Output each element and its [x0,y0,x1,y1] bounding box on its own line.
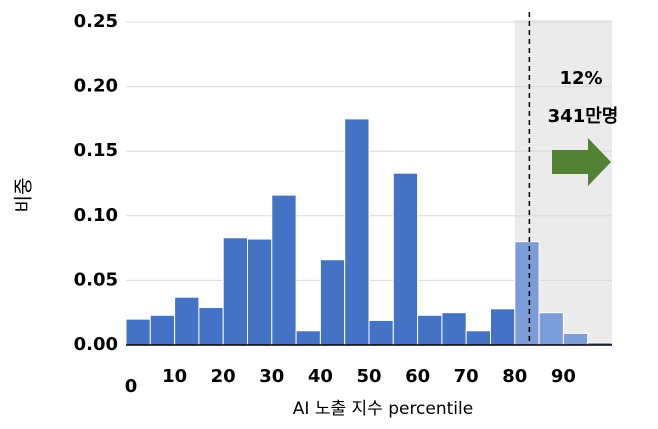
y-tick-label: 0.00 [74,334,118,355]
y-axis-label: 비중 [13,178,35,213]
bar [538,312,564,346]
bar [174,296,200,346]
y-tick-label: 0.25 [74,11,118,32]
annotation: 12% [559,68,602,89]
bar [149,314,176,346]
bar [562,332,589,346]
x-tick-label: 10 [162,366,187,387]
x-tick-label: 80 [502,366,527,387]
y-tick-label: 0.05 [74,269,118,290]
x-tick-label: 50 [356,366,381,387]
bar [441,312,467,346]
x-tick-label: 40 [308,366,333,387]
bar [198,307,224,346]
annotation: 341만명 [548,106,619,127]
x-tick-label: 60 [405,366,430,387]
y-tick-label: 0.10 [74,205,118,226]
bar [392,172,419,346]
x-tick-label: 0 [125,376,138,397]
bar [514,241,540,346]
y-tick-label: 0.15 [74,140,118,161]
bar [222,237,248,346]
bar [465,330,492,346]
bar [271,194,297,346]
bar [247,238,273,346]
arrow [552,138,611,186]
bar [368,319,394,346]
bar [490,308,516,346]
bar [319,259,346,346]
x-tick-label: 70 [454,366,479,387]
y-tick-label: 0.20 [74,76,118,97]
x-tick-label: 20 [211,366,236,387]
x-tick-label: 90 [551,366,576,387]
bar [344,118,370,346]
x-axis-label: AI 노출 지수 percentile [293,399,473,419]
x-tick-label: 30 [259,366,284,387]
bar [125,318,151,346]
bar [417,314,443,346]
bar [295,330,321,346]
